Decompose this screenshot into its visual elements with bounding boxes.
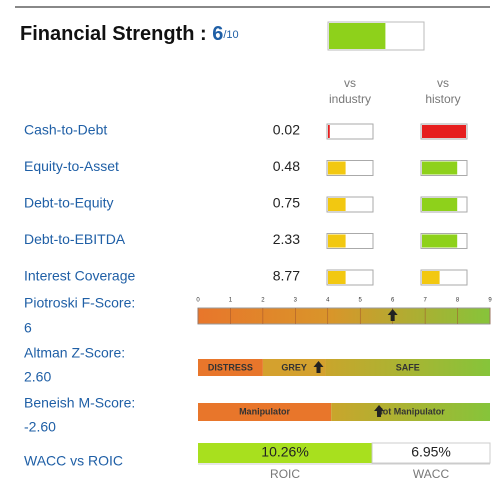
- scale-tick-label: 8: [456, 298, 460, 304]
- score-bar: [329, 23, 386, 49]
- metric-name: Debt-to-Equity: [24, 195, 113, 211]
- rank-bar-bg: [326, 123, 374, 140]
- roic-name: ROIC: [270, 467, 300, 481]
- wacc-name: WACC: [413, 467, 450, 481]
- metric-value: -2.60: [24, 419, 56, 435]
- metric-value: 2.60: [24, 369, 51, 385]
- metric-value: 0.48: [273, 158, 300, 174]
- score-marker: [387, 309, 398, 321]
- scale-tick-label: 6: [391, 298, 395, 304]
- metric-name: WACC vs ROIC: [24, 453, 123, 469]
- zone-label: SAFE: [396, 362, 420, 372]
- rank-bar: [328, 161, 346, 175]
- scale-bar: [197, 307, 491, 325]
- column-header: vs: [344, 76, 356, 90]
- scale-tick-label: 0: [196, 298, 200, 304]
- wacc-value: 6.95%: [411, 444, 451, 460]
- scale-tick-label: 9: [488, 298, 492, 304]
- zone-label: Manipulator: [239, 406, 290, 416]
- metric-name: Beneish M-Score:: [24, 395, 135, 411]
- rank-bar: [328, 271, 346, 284]
- metric-name: Cash-to-Debt: [24, 122, 107, 138]
- column-header: history: [425, 92, 460, 106]
- zone-label: Not Manipulator: [376, 406, 445, 416]
- rank-bar: [422, 125, 466, 138]
- rank-bar: [328, 125, 330, 138]
- metric-name: Debt-to-EBITDA: [24, 231, 126, 247]
- scale-tick-label: 1: [229, 298, 233, 304]
- score-marker: [374, 405, 385, 417]
- metric-value: 6: [24, 320, 32, 336]
- metric-name: Equity-to-Asset: [24, 158, 119, 174]
- roic-value: 10.26%: [261, 444, 308, 460]
- rank-bar: [422, 271, 440, 284]
- title-text: Financial Strength :: [20, 23, 212, 45]
- metric-value: 0.75: [273, 195, 300, 211]
- metric-value: 2.33: [273, 231, 300, 247]
- scale-tick-label: 2: [261, 298, 265, 304]
- metric-name: Piotroski F-Score:: [24, 295, 135, 311]
- column-header: vs: [437, 76, 449, 90]
- zone: [198, 403, 332, 421]
- scale-tick-label: 7: [423, 298, 427, 304]
- zone: [262, 359, 326, 376]
- score: 6: [212, 23, 223, 45]
- zone-label: DISTRESS: [208, 362, 253, 372]
- zone: [325, 359, 490, 376]
- rank-bar: [422, 198, 458, 211]
- score-marker: [313, 361, 324, 373]
- metric-value: 8.77: [273, 268, 300, 284]
- score-max: /10: [223, 29, 238, 41]
- zone-label: GREY: [281, 362, 307, 372]
- metric-name: Interest Coverage: [24, 268, 135, 284]
- title: Financial Strength : 6/10: [20, 23, 239, 45]
- rank-bar: [422, 234, 458, 248]
- rank-bar: [328, 198, 346, 211]
- rank-bar: [328, 234, 346, 248]
- scale-tick-label: 3: [294, 298, 298, 304]
- scale-tick-label: 5: [359, 298, 363, 304]
- metric-value: 0.02: [273, 122, 300, 138]
- roic-bar: [198, 443, 373, 463]
- rank-bar: [422, 161, 458, 175]
- wacc-bar: [371, 442, 491, 464]
- column-header: industry: [329, 92, 371, 106]
- scale-tick-label: 4: [326, 298, 330, 304]
- metric-name: Altman Z-Score:: [24, 345, 125, 361]
- zone: [331, 403, 490, 421]
- zone: [198, 359, 263, 376]
